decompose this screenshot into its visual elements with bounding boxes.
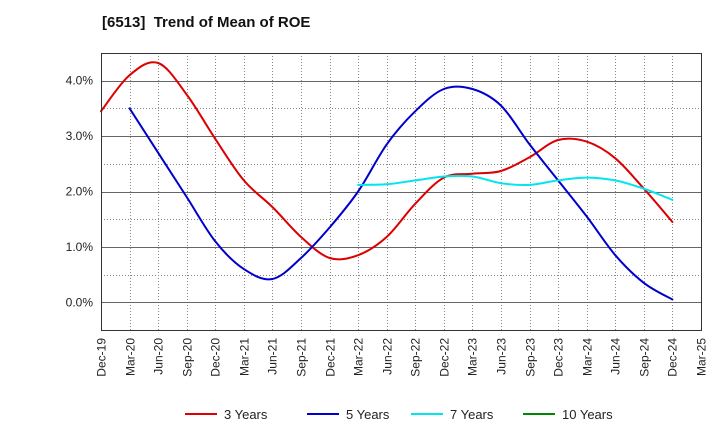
legend-label-7-years: 7 Years: [450, 407, 494, 422]
x-tick-label: Jun-21: [266, 338, 280, 375]
legend-label-10-years: 10 Years: [562, 407, 613, 422]
x-tick-label: Dec-22: [438, 338, 452, 377]
x-tick-label: Mar-20: [124, 338, 138, 376]
x-tick-label: Mar-22: [352, 338, 366, 376]
x-tick-label: Sep-23: [524, 338, 538, 377]
y-tick-label: 0.0%: [66, 295, 94, 309]
series-line-7-years: [357, 174, 674, 201]
series-line-3-years: [100, 61, 674, 261]
x-tick-label: Mar-24: [581, 338, 595, 376]
series-line-5-years: [128, 85, 674, 301]
x-tick-label: Jun-22: [381, 338, 395, 375]
x-tick-label: Sep-21: [295, 338, 309, 377]
x-tick-label: Dec-19: [95, 338, 109, 377]
x-tick-label: Dec-23: [552, 338, 566, 377]
x-tick-label: Sep-24: [638, 338, 652, 377]
x-tick-label: Jun-24: [609, 338, 623, 375]
legend-label-5-years: 5 Years: [346, 407, 390, 422]
y-tick-label: 3.0%: [66, 129, 94, 143]
x-tick-label: Jun-23: [495, 338, 509, 375]
x-tick-label: Sep-20: [181, 338, 195, 377]
y-axis-ticks: 0.0% 1.0% 2.0% 3.0% 4.0%: [66, 74, 94, 310]
x-tick-label: Mar-25: [695, 338, 709, 376]
x-axis-ticks: Dec-19 Mar-20 Jun-20 Sep-20 Dec-20 Mar-21 Jun-…: [95, 338, 709, 377]
x-tick-label: Sep-22: [409, 338, 423, 377]
y-tick-label: 1.0%: [66, 240, 94, 254]
x-tick-label: Mar-23: [466, 338, 480, 376]
plot-area: [101, 53, 701, 330]
x-tick-label: Dec-24: [666, 338, 680, 377]
x-tick-label: Dec-21: [324, 338, 338, 377]
plot-border: [101, 53, 702, 331]
legend-label-3-years: 3 Years: [224, 407, 268, 422]
grid: [101, 53, 701, 330]
series-lines: [100, 61, 674, 301]
chart-title: [6513] Trend of Mean of ROE: [102, 14, 311, 31]
y-tick-label: 4.0%: [66, 74, 94, 88]
x-tick-label: Dec-20: [209, 338, 223, 377]
legend: 3 Years 5 Years 7 Years 10 Years: [185, 407, 613, 422]
x-tick-label: Jun-20: [152, 338, 166, 375]
y-tick-label: 2.0%: [66, 185, 94, 199]
x-tick-label: Mar-21: [238, 338, 252, 376]
